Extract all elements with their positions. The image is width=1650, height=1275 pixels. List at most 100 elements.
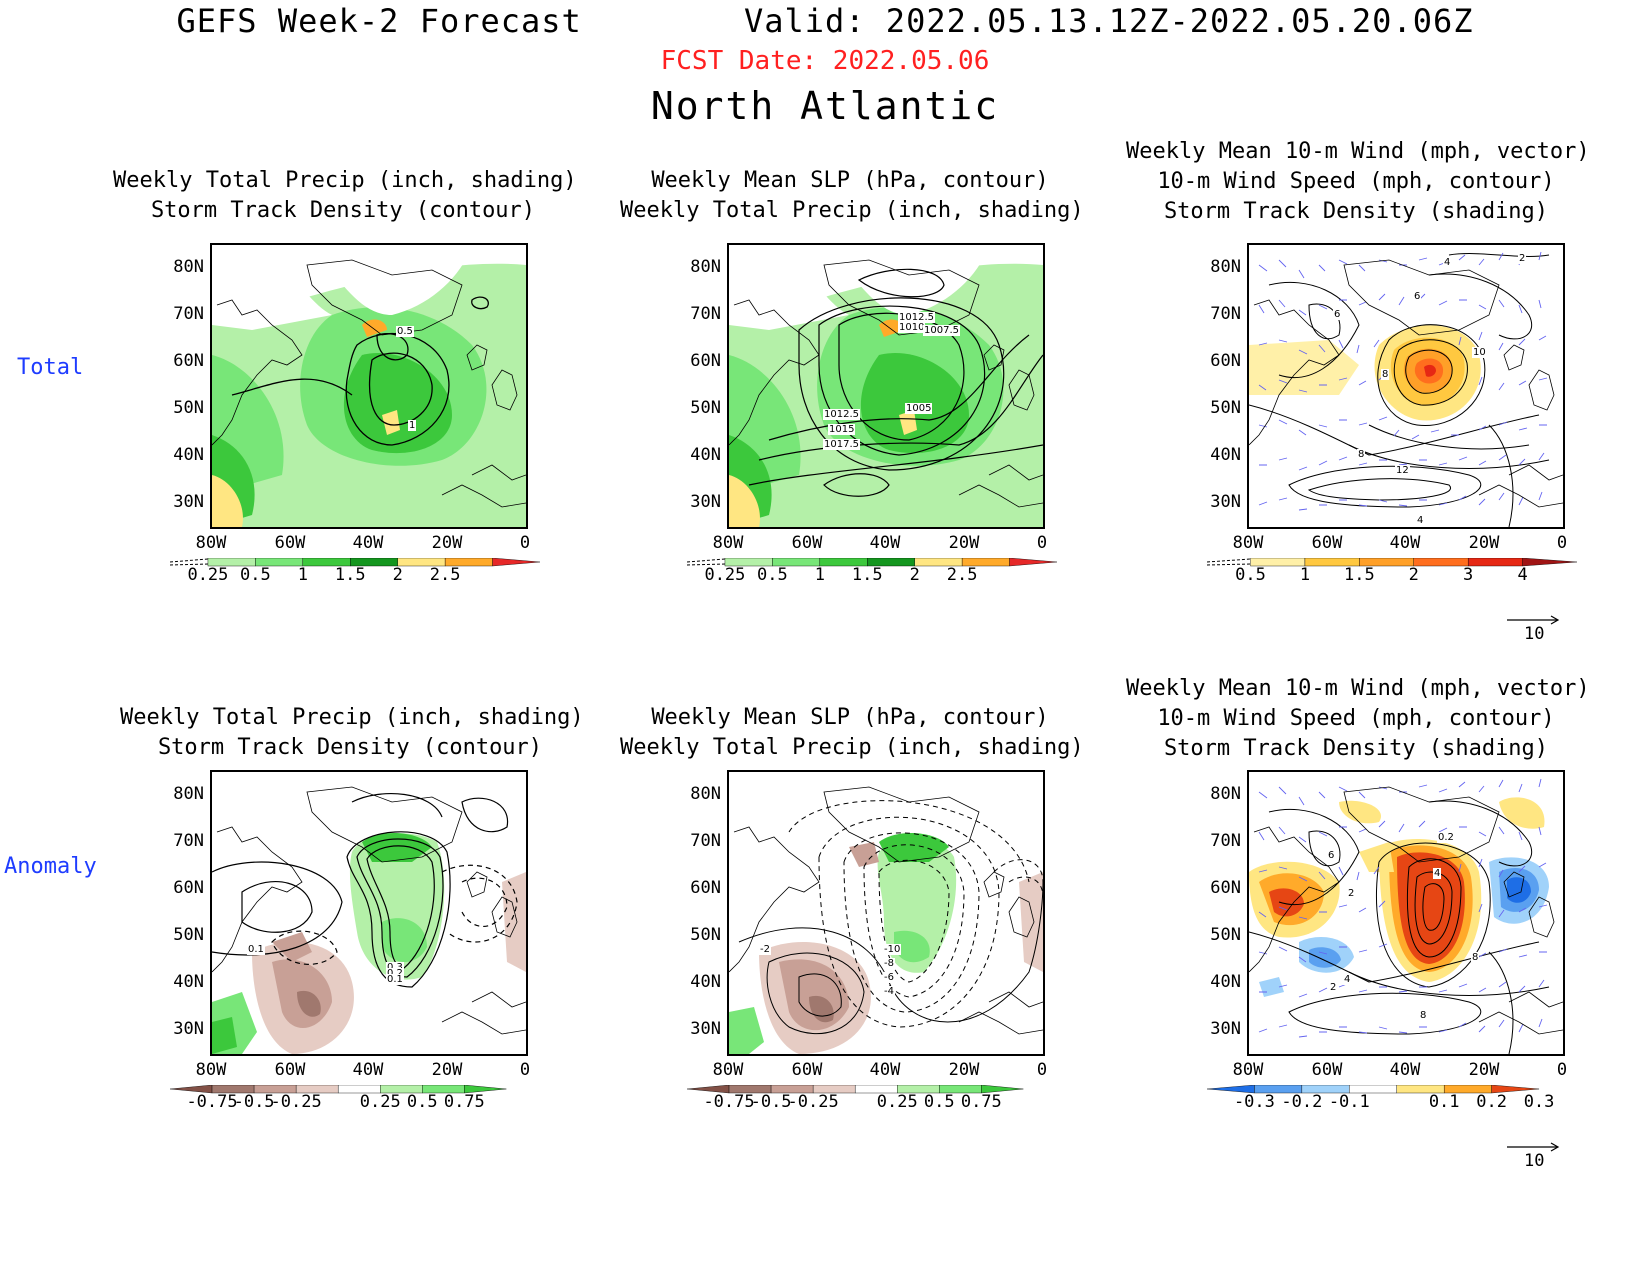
contour-label: 1012.5: [823, 409, 860, 420]
contour-label: 0.2: [1437, 832, 1455, 843]
lon-label: 80W: [712, 1060, 744, 1080]
colorbar-segment: [1491, 1085, 1540, 1094]
lon-label: 0: [1556, 1060, 1568, 1080]
lon-label: 80W: [712, 533, 744, 553]
contour-label: -10: [883, 944, 902, 955]
lat-label: 70N: [1210, 304, 1241, 324]
contour-label: 8: [1381, 369, 1390, 380]
lon-label: 0: [1556, 533, 1568, 553]
contour-label: 0.3: [386, 962, 404, 973]
map-anom-precip: [210, 770, 528, 1056]
contour-label: 1: [408, 420, 417, 431]
colorbar-label: -0.5: [233, 1092, 275, 1112]
lon-label: 40W: [869, 533, 901, 553]
lat-label: 60N: [1210, 351, 1241, 371]
colorbar: [1207, 1085, 1577, 1094]
colorbar-label: -0.3: [1233, 1092, 1275, 1112]
contour-label: 1005: [905, 403, 933, 414]
colorbar-label: 0.5: [240, 565, 271, 585]
contour-label: 2: [1347, 888, 1356, 899]
colorbar-label: -0.2: [1281, 1092, 1323, 1112]
panel-title-total-wind: Weekly Mean 10-m Wind (mph, vector) 10-m…: [1126, 139, 1590, 224]
lat-label: 70N: [690, 304, 721, 324]
lon-label: 40W: [1389, 1060, 1421, 1080]
colorbar-label: 0.5: [757, 565, 788, 585]
contour-label: 4: [1416, 515, 1425, 526]
row-label-anomaly: Anomaly: [4, 854, 97, 879]
colorbar-label: 0.3: [1523, 1092, 1555, 1112]
contour-label: 4: [1433, 868, 1442, 879]
lat-label: 60N: [690, 351, 721, 371]
contour-label: 2: [1518, 253, 1527, 264]
lat-label: 80N: [1210, 257, 1241, 277]
map-anom-slp: [727, 770, 1045, 1056]
colorbar-label: 0.75: [443, 1092, 485, 1112]
lon-label: 60W: [791, 533, 823, 553]
lon-label: 80W: [1232, 533, 1264, 553]
colorbar-label: 1.5: [1343, 565, 1375, 585]
lon-label: 40W: [869, 1060, 901, 1080]
lon-label: 20W: [948, 1060, 980, 1080]
lat-label: 50N: [173, 925, 204, 945]
colorbar-label: -0.1: [1328, 1092, 1370, 1112]
lon-label: 80W: [195, 533, 227, 553]
lat-label: 70N: [690, 831, 721, 851]
map-total-wind: [1247, 243, 1565, 529]
lon-label: 40W: [352, 533, 384, 553]
contour-label: -8: [883, 958, 895, 969]
colorbar-segment: [464, 1085, 507, 1094]
lat-label: 50N: [690, 925, 721, 945]
contour-label: 1017.5: [823, 439, 860, 450]
contour-label: 1010: [898, 322, 926, 333]
lat-label: 30N: [690, 492, 721, 512]
lon-label: 60W: [274, 1060, 306, 1080]
lat-label: 80N: [690, 784, 721, 804]
colorbar-tail: [170, 558, 208, 566]
colorbar-label: -0.75: [703, 1092, 755, 1112]
colorbar-label: 0.75: [960, 1092, 1002, 1112]
colorbar-label: 4: [1517, 565, 1528, 585]
lat-label: 50N: [690, 398, 721, 418]
colorbar-label: -0.25: [270, 1092, 322, 1112]
colorbar-segment: [492, 558, 540, 567]
contour-label: 8: [1471, 952, 1480, 963]
map-total-precip: [210, 243, 528, 529]
forecast-date: FCST Date: 2022.05.06: [660, 46, 990, 76]
lat-label: 50N: [173, 398, 204, 418]
colorbar-label: -0.25: [787, 1092, 839, 1112]
colorbar-label: 0.25: [359, 1092, 401, 1112]
lat-label: 80N: [173, 784, 204, 804]
lat-label: 70N: [173, 831, 204, 851]
colorbar-label: 0.5: [923, 1092, 955, 1112]
colorbar: [1207, 558, 1577, 567]
lon-label: 0: [1036, 533, 1048, 553]
contour-label: 2: [1329, 982, 1338, 993]
region-title: North Atlantic: [650, 84, 1000, 128]
lon-label: 60W: [1311, 1060, 1343, 1080]
colorbar-label: 1.5: [334, 565, 366, 585]
lon-label: 20W: [1468, 1060, 1500, 1080]
colorbar: [170, 1085, 540, 1094]
colorbar: [170, 558, 540, 567]
contour-label: 0.1: [386, 974, 404, 985]
panel-title-anom-wind: Weekly Mean 10-m Wind (mph, vector) 10-m…: [1126, 676, 1590, 761]
lat-label: 80N: [1210, 784, 1241, 804]
lon-label: 0: [519, 533, 531, 553]
lat-label: 30N: [173, 492, 204, 512]
contour-label: 4: [1343, 974, 1352, 985]
colorbar-label: 0.2: [1476, 1092, 1507, 1112]
contour-label: 4: [1443, 257, 1452, 268]
colorbar-label: 1: [814, 565, 825, 585]
colorbar: [687, 558, 1057, 567]
colorbar-tail: [1207, 558, 1251, 566]
lon-label: 60W: [274, 533, 306, 553]
colorbar-label: 0.25: [187, 565, 229, 585]
map-total-slp: [727, 243, 1045, 529]
colorbar-label: 2.5: [946, 565, 978, 585]
colorbar-tail: [687, 558, 725, 566]
contour-label: 1015: [828, 424, 856, 435]
colorbar-label: 2: [392, 565, 403, 585]
colorbar-label: 2.5: [429, 565, 461, 585]
lat-label: 80N: [173, 257, 204, 277]
vector-ref-arrow-anom: [1507, 1142, 1560, 1152]
